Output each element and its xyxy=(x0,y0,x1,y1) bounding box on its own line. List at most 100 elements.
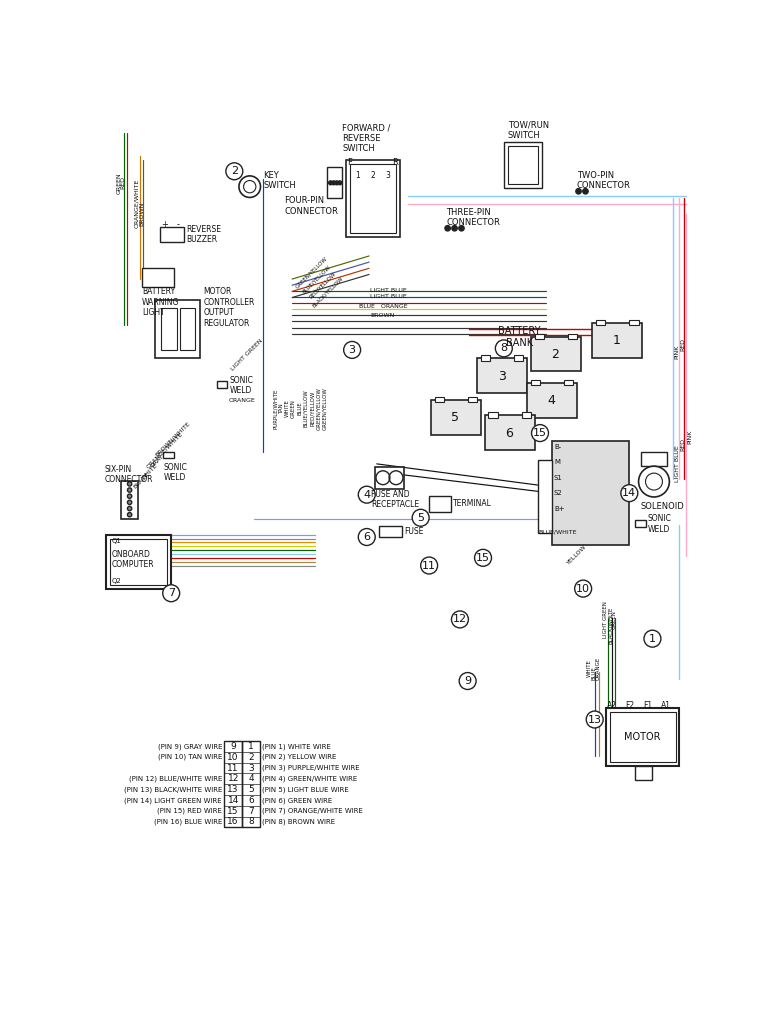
Text: (PIN 8) BROWN WIRE: (PIN 8) BROWN WIRE xyxy=(262,818,335,826)
Text: WHITE: WHITE xyxy=(587,659,592,677)
Bar xyxy=(350,164,396,233)
Text: 3: 3 xyxy=(248,763,254,772)
Text: FUSE AND
RECEPTACLE: FUSE AND RECEPTACLE xyxy=(372,490,419,509)
Circle shape xyxy=(127,482,132,486)
Text: 3: 3 xyxy=(386,171,390,180)
Text: SIX-PIN
CONNECTOR: SIX-PIN CONNECTOR xyxy=(104,464,153,484)
Text: MOTOR: MOTOR xyxy=(624,732,661,743)
Circle shape xyxy=(621,485,638,501)
Text: BROWN: BROWN xyxy=(140,202,144,226)
Text: ORANGE/WHITE: ORANGE/WHITE xyxy=(134,179,139,228)
Bar xyxy=(477,358,527,393)
Circle shape xyxy=(644,630,661,648)
Text: RED: RED xyxy=(681,438,686,451)
Text: TAN: TAN xyxy=(279,403,284,414)
Text: 6: 6 xyxy=(505,427,513,440)
Text: ORANGE: ORANGE xyxy=(596,657,601,679)
Text: 7: 7 xyxy=(248,807,254,815)
Text: RED/YELLOW: RED/YELLOW xyxy=(309,391,315,427)
Text: (PIN 13) BLACK/WHITE WIRE: (PIN 13) BLACK/WHITE WIRE xyxy=(123,787,222,793)
Bar xyxy=(552,441,629,544)
Text: 2: 2 xyxy=(230,167,238,176)
Circle shape xyxy=(639,466,669,497)
Circle shape xyxy=(532,425,548,442)
Circle shape xyxy=(459,672,476,690)
Text: 3: 3 xyxy=(348,345,355,355)
Text: LIGHT GREEN: LIGHT GREEN xyxy=(230,338,264,371)
Bar xyxy=(596,320,605,325)
Circle shape xyxy=(451,611,469,628)
Text: 14: 14 xyxy=(622,488,637,498)
Text: RED: RED xyxy=(681,338,686,351)
Bar xyxy=(508,146,538,184)
Bar xyxy=(629,320,639,325)
Text: BROWN/WHITE: BROWN/WHITE xyxy=(155,420,191,457)
Text: -: - xyxy=(177,220,180,229)
Bar xyxy=(242,741,260,828)
Text: GREEN: GREEN xyxy=(116,172,121,193)
Bar xyxy=(522,412,531,417)
Circle shape xyxy=(358,529,375,545)
Text: (PIN 14) LIGHT GREEN WIRE: (PIN 14) LIGHT GREEN WIRE xyxy=(124,797,222,804)
Text: (PIN 15) RED WIRE: (PIN 15) RED WIRE xyxy=(157,808,222,814)
Text: THREE-PIN
CONNECTOR: THREE-PIN CONNECTOR xyxy=(446,208,500,227)
Bar xyxy=(535,333,544,340)
Text: 1: 1 xyxy=(355,171,360,180)
Text: BLACK/YELLOW: BLACK/YELLOW xyxy=(311,275,344,308)
Circle shape xyxy=(127,488,132,492)
Text: 11: 11 xyxy=(423,561,436,571)
Text: BATTERY
WARNING
LIGHT: BATTERY WARNING LIGHT xyxy=(142,287,180,317)
Text: 7: 7 xyxy=(168,588,175,598)
Bar xyxy=(159,227,184,242)
Text: A2: A2 xyxy=(608,701,618,710)
Text: 3: 3 xyxy=(497,369,505,383)
Text: BROWN: BROWN xyxy=(371,313,395,318)
Text: BLACK: BLACK xyxy=(133,472,151,490)
Bar xyxy=(224,741,242,828)
Text: REVERSE
BUZZER: REVERSE BUZZER xyxy=(187,225,222,244)
Bar xyxy=(430,400,481,435)
Text: YELLOW: YELLOW xyxy=(566,544,588,566)
Text: S2: S2 xyxy=(554,490,562,496)
Text: 8: 8 xyxy=(248,817,254,827)
Text: RED/YELLOW: RED/YELLOW xyxy=(308,271,337,300)
Bar xyxy=(161,308,177,350)
Text: 6: 6 xyxy=(363,532,370,542)
Circle shape xyxy=(329,181,333,185)
Text: LIGHT BLUE: LIGHT BLUE xyxy=(370,295,407,300)
Text: FUSE: FUSE xyxy=(405,527,424,536)
Text: 1: 1 xyxy=(613,335,621,347)
Bar xyxy=(105,535,171,588)
Text: 6: 6 xyxy=(248,796,254,805)
Text: PINK: PINK xyxy=(687,430,692,444)
Circle shape xyxy=(421,558,437,574)
Text: (PIN 9) GRAY WIRE: (PIN 9) GRAY WIRE xyxy=(158,744,222,750)
Circle shape xyxy=(344,342,361,358)
Text: 12: 12 xyxy=(453,615,467,624)
Circle shape xyxy=(335,181,339,185)
Text: BLUE   ORANGE: BLUE ORANGE xyxy=(358,304,407,309)
Text: FOUR-PIN
CONNECTOR: FOUR-PIN CONNECTOR xyxy=(284,196,338,216)
Text: SOLENOID: SOLENOID xyxy=(641,501,685,510)
Bar xyxy=(484,415,535,450)
Bar xyxy=(481,355,490,361)
Circle shape xyxy=(452,225,457,231)
Text: LIGHT BLUE: LIGHT BLUE xyxy=(675,445,679,482)
Bar xyxy=(641,452,667,466)
Bar xyxy=(610,712,676,762)
Text: Q1: Q1 xyxy=(112,538,122,544)
Text: 8: 8 xyxy=(501,344,508,353)
Bar xyxy=(592,323,643,358)
Text: F1: F1 xyxy=(644,701,652,710)
Bar xyxy=(429,496,451,512)
Text: BLACK/WHITE: BLACK/WHITE xyxy=(608,607,612,644)
Bar xyxy=(568,333,577,340)
Text: GREEN/YELLOW: GREEN/YELLOW xyxy=(316,387,321,430)
Text: R: R xyxy=(392,159,398,168)
Circle shape xyxy=(338,181,342,185)
Text: LIGHT GREEN: LIGHT GREEN xyxy=(603,601,608,638)
Text: Q2: Q2 xyxy=(112,578,122,584)
Circle shape xyxy=(127,513,132,517)
Text: (PIN 16) BLUE WIRE: (PIN 16) BLUE WIRE xyxy=(154,818,222,826)
Circle shape xyxy=(583,188,588,194)
